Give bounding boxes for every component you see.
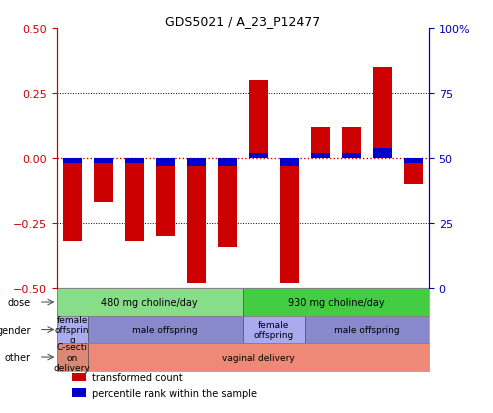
Bar <box>57 344 88 371</box>
Bar <box>311 128 330 159</box>
Bar <box>249 81 268 159</box>
Bar <box>243 289 429 316</box>
Bar <box>187 159 206 283</box>
Text: 480 mg choline/day: 480 mg choline/day <box>102 297 198 307</box>
Text: 930 mg choline/day: 930 mg choline/day <box>287 297 384 307</box>
Bar <box>94 159 112 164</box>
Text: dose: dose <box>7 297 31 307</box>
Bar <box>125 159 143 242</box>
Bar <box>57 316 88 344</box>
Bar <box>373 68 391 159</box>
Text: transformed count: transformed count <box>92 372 183 382</box>
Bar <box>342 154 361 159</box>
Bar <box>218 159 237 247</box>
Bar <box>63 159 81 164</box>
Bar <box>125 159 143 164</box>
Bar <box>342 128 361 159</box>
Text: female
offsprin
g: female offsprin g <box>55 315 89 344</box>
Text: male offspring: male offspring <box>133 325 198 334</box>
Bar <box>280 159 299 166</box>
Bar <box>71 389 86 397</box>
Text: percentile rank within the sample: percentile rank within the sample <box>92 388 257 398</box>
Text: C-secti
on
delivery: C-secti on delivery <box>54 342 91 372</box>
Bar <box>63 159 81 242</box>
Text: vaginal delivery: vaginal delivery <box>222 353 295 362</box>
Text: other: other <box>4 352 31 362</box>
Bar <box>94 159 112 203</box>
Bar <box>305 316 429 344</box>
Bar <box>57 289 243 316</box>
Bar <box>187 159 206 166</box>
Text: gender: gender <box>0 325 31 335</box>
Bar <box>373 148 391 159</box>
Bar <box>156 159 175 237</box>
Title: GDS5021 / A_23_P12477: GDS5021 / A_23_P12477 <box>165 15 320 28</box>
Bar <box>280 159 299 283</box>
Bar <box>404 159 423 185</box>
Text: male offspring: male offspring <box>334 325 400 334</box>
Bar <box>156 159 175 166</box>
Text: female
offspring: female offspring <box>254 320 294 339</box>
Bar <box>311 154 330 159</box>
Bar <box>249 154 268 159</box>
Bar <box>243 316 305 344</box>
Bar <box>218 159 237 166</box>
Bar <box>71 373 86 381</box>
Bar <box>88 316 243 344</box>
Bar <box>404 159 423 164</box>
